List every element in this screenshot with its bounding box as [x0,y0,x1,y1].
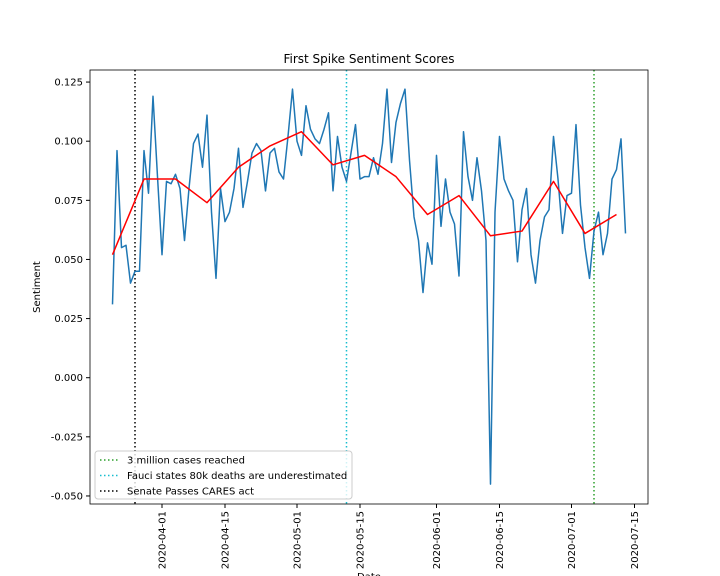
y-tick-label: -0.025 [51,432,83,443]
legend: 3 million cases reached Fauci states 80k … [94,450,353,500]
y-tick-label: 0.125 [54,78,83,89]
x-axis-label: Date [357,572,381,576]
legend-label: Senate Passes CARES act [127,487,254,498]
x-tick-label: 2020-05-01 [293,511,304,569]
y-axis-label: Sentiment [32,261,43,313]
y-tick-label: 0.050 [54,255,83,266]
x-tick-label: 2020-06-01 [432,511,443,569]
y-tick-label: -0.050 [51,491,83,502]
x-tick-label: 2020-06-15 [495,511,506,569]
y-tick-label: 0.075 [54,196,83,207]
chart-title: First Spike Sentiment Scores [283,52,454,66]
data-line [111,130,617,256]
data-line [111,88,627,485]
y-tick-label: 0.000 [54,373,83,384]
x-tick-label: 2020-04-01 [158,511,169,569]
legend-label: 3 million cases reached [127,456,245,467]
plot-frame [89,69,649,505]
legend-box [94,450,353,500]
y-tick-label: 0.025 [54,314,83,325]
x-tick-label: 2020-04-15 [221,511,232,569]
x-tick-label: 2020-05-15 [356,511,367,569]
x-tick-label: 2020-07-15 [630,511,641,569]
y-tick-label: 0.100 [54,137,83,148]
x-tick-label: 2020-07-01 [567,511,578,569]
legend-label: Fauci states 80k deaths are underestimat… [127,471,347,482]
